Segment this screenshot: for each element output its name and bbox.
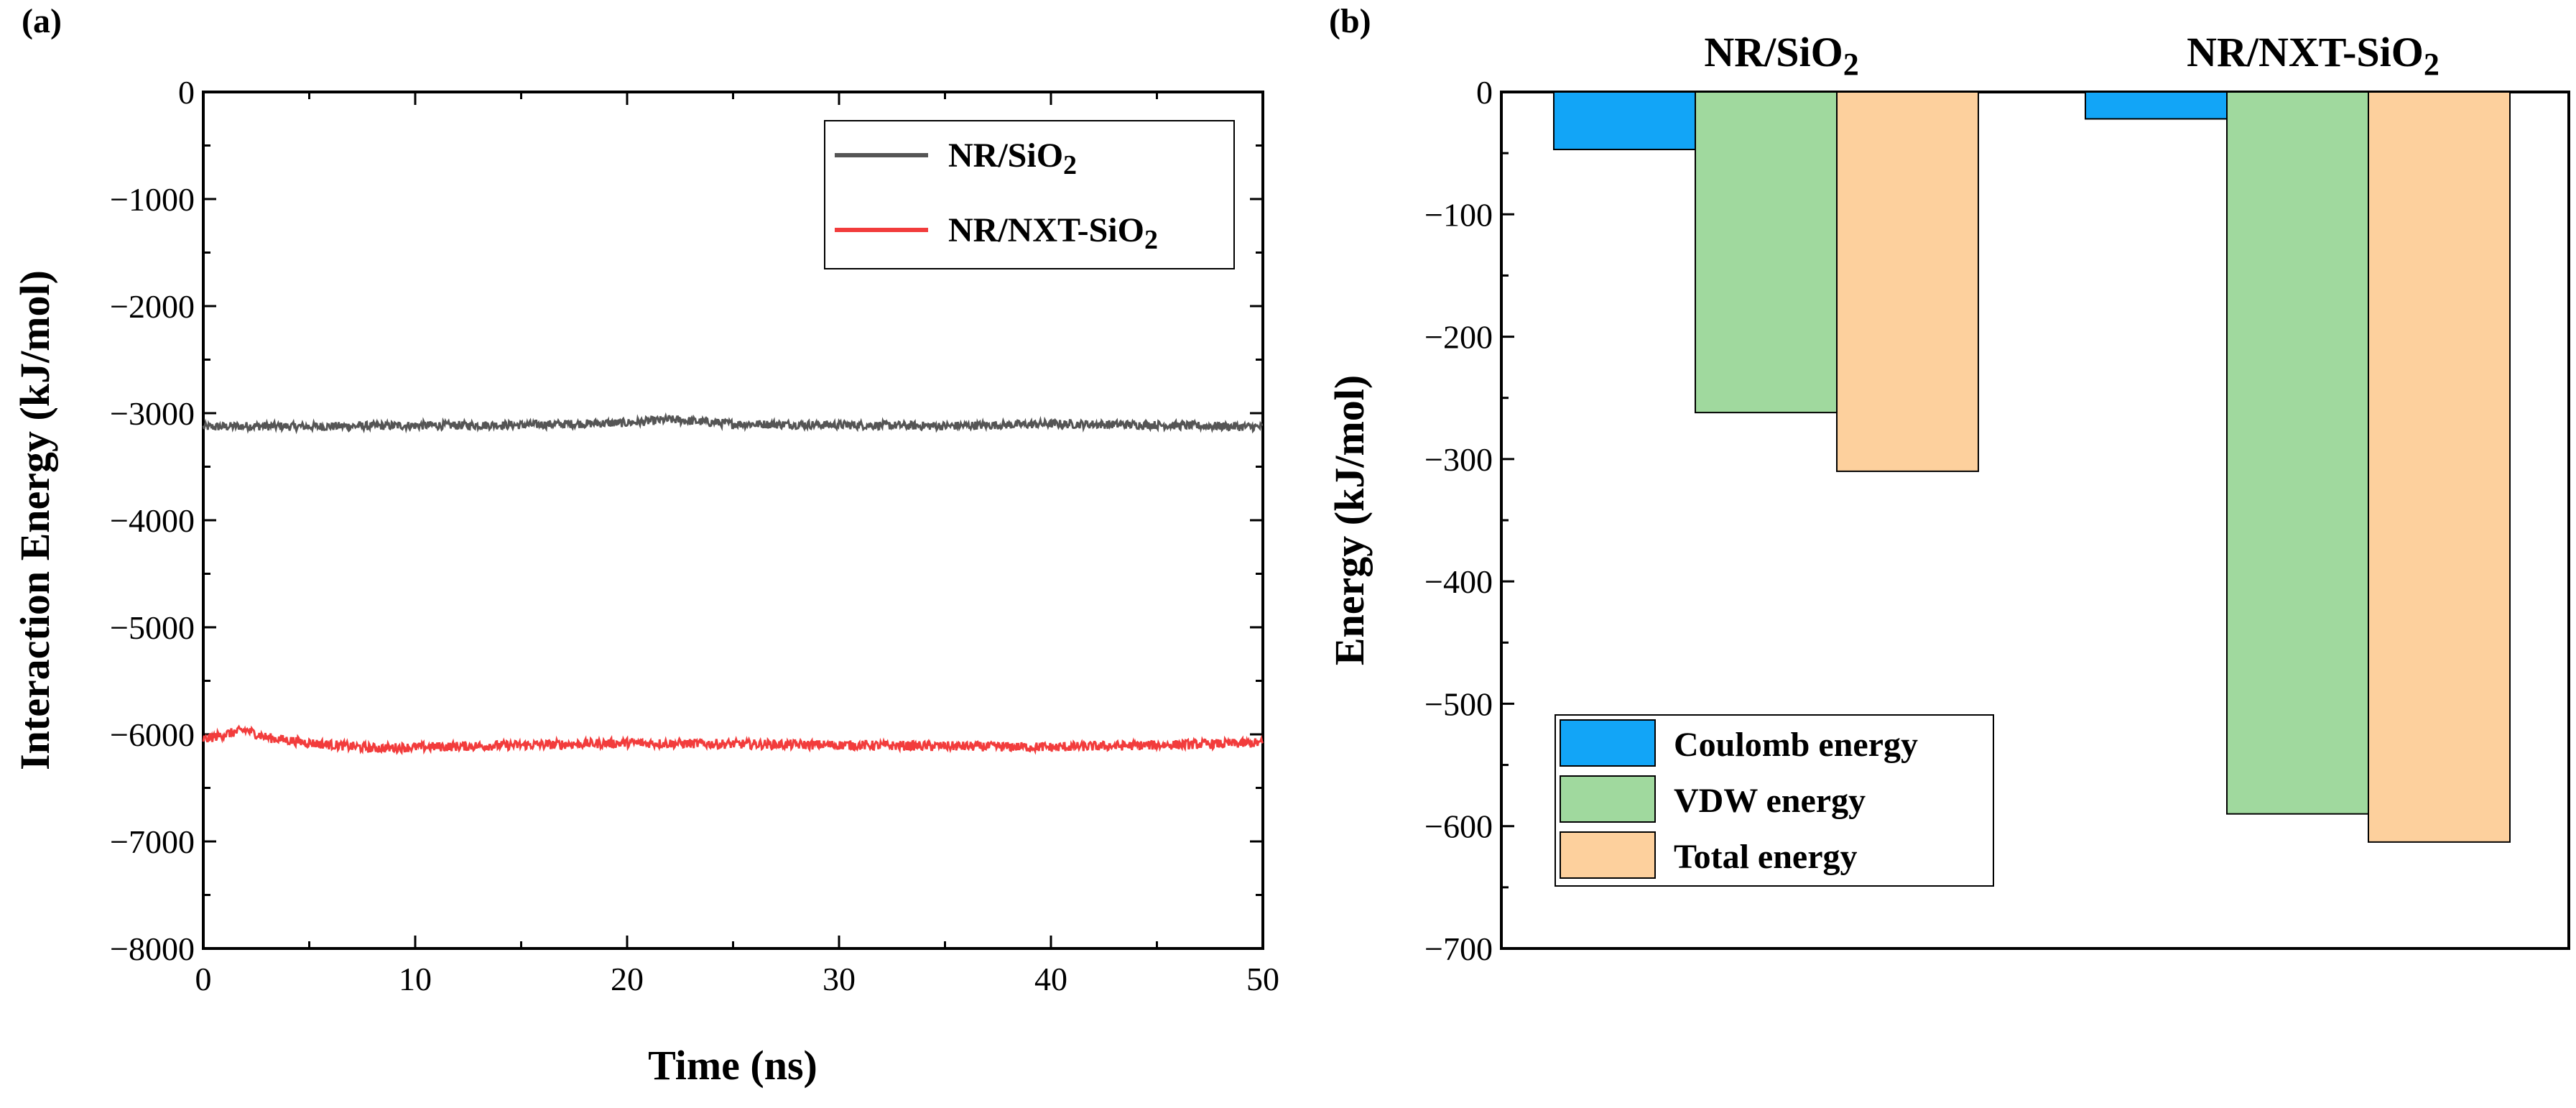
legend-label-nr-sio2: NR/SiO2: [948, 137, 1077, 180]
y-tick-label: −2000: [110, 288, 195, 325]
legend-label-vdw: VDW energy: [1674, 782, 1866, 820]
panel-a-label: (a): [22, 2, 62, 40]
bar-coulomb-group-2: [2085, 91, 2228, 120]
legend-box: [824, 120, 1235, 269]
panel-b-bars: [1553, 91, 2511, 843]
bar-vdw-group-1: [1695, 91, 1838, 414]
y-tick-label: −700: [1424, 931, 1493, 967]
legend-swatch-coulomb: [1560, 719, 1656, 767]
y-tick-label: −4000: [110, 502, 195, 539]
legend-label-total: Total energy: [1674, 838, 1858, 876]
y-tick-label: −200: [1424, 319, 1493, 356]
panel-b-label: (b): [1329, 2, 1371, 40]
legend-swatch-vdw: [1560, 775, 1656, 823]
legend-swatch-total: [1560, 831, 1656, 879]
y-tick-label: −300: [1424, 441, 1493, 478]
bar-total-group-2: [2368, 91, 2511, 843]
y-tick-label: −1000: [110, 181, 195, 218]
y-tick-label: 0: [178, 74, 195, 111]
y-tick-label: −600: [1424, 808, 1493, 845]
x-tick-label: 0: [195, 961, 212, 997]
panel-b-y-axis: 0 −100 −200 −300 −400 −500 −600 −700: [1424, 74, 1514, 967]
x-tick-label: 40: [1034, 961, 1067, 997]
y-tick-label: −7000: [110, 823, 195, 860]
y-tick-label: −8000: [110, 931, 195, 967]
y-tick-label: −400: [1424, 563, 1493, 600]
bar-total-group-1: [1836, 91, 1979, 472]
panel-a-series: [202, 412, 1264, 755]
panel-a-y-axis: 0 −1000 −2000 −3000 −4000 −5000 −6000 −7000 −800…: [110, 74, 1263, 967]
panel-b: (b) 0 −100 −200 −300 −400 −500 −600 −700 Energy…: [1326, 2, 2570, 967]
group-label-nr-nxt-sio2: NR/NXT-SiO2: [2187, 29, 2440, 82]
y-tick-label: −100: [1424, 196, 1493, 233]
y-tick-label: −5000: [110, 609, 195, 646]
bar-vdw-group-2: [2226, 91, 2369, 815]
x-tick-label: 10: [399, 961, 432, 997]
panel-a-legend: NR/SiO2 NR/NXT-SiO2: [824, 120, 1235, 269]
x-tick-label: 50: [1246, 961, 1279, 997]
y-tick-label: −500: [1424, 685, 1493, 722]
y-tick-label: −3000: [110, 395, 195, 432]
series-line-nr-sio2: [202, 412, 1263, 435]
x-tick-label: 30: [823, 961, 856, 997]
panel-b-legend: Coulomb energy VDW energy Total energy: [1555, 714, 1994, 887]
panel-a-x-axis: 0 10 20 30 40 50: [195, 92, 1279, 997]
x-tick-label: 20: [611, 961, 644, 997]
y-tick-label: 0: [1476, 74, 1493, 111]
panel-a-y-axis-title: Interaction Energy (kJ/mol): [11, 270, 58, 770]
bar-coulomb-group-1: [1553, 91, 1696, 151]
series-line-nr-nxt-sio2: [202, 724, 1264, 755]
panel-a-x-axis-title: Time (ns): [648, 1042, 817, 1089]
group-label-nr-sio2: NR/SiO2: [1704, 29, 1858, 82]
panel-a: (a) 0 −1000 −2000 −3000 −4000 −5000 −6000 −7000…: [11, 2, 1279, 1089]
legend-label-coulomb: Coulomb energy: [1674, 726, 1918, 764]
y-tick-label: −6000: [110, 716, 195, 753]
panel-b-y-axis-title: Energy (kJ/mol): [1326, 375, 1373, 665]
legend-label-nr-nxt-sio2: NR/NXT-SiO2: [948, 211, 1158, 255]
